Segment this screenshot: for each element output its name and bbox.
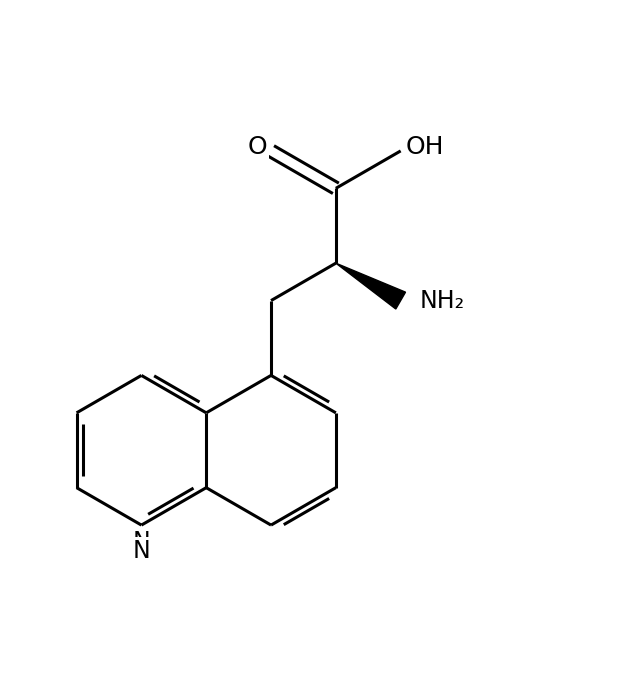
Polygon shape [336, 263, 406, 309]
Text: N: N [132, 529, 151, 554]
Text: OH: OH [406, 135, 444, 159]
Text: O: O [248, 135, 267, 159]
Text: N: N [132, 539, 151, 562]
Text: NH₂: NH₂ [419, 289, 465, 312]
